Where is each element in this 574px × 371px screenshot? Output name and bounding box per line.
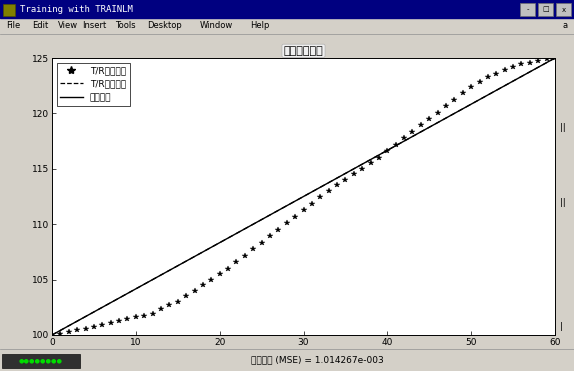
Bar <box>2 354 80 368</box>
Text: File: File <box>6 22 20 30</box>
Text: ●●●●●●●●: ●●●●●●●● <box>19 358 63 364</box>
Text: □: □ <box>542 7 549 13</box>
Text: 均方误差 (MSE) = 1.014267e-003: 均方误差 (MSE) = 1.014267e-003 <box>251 355 383 364</box>
Bar <box>520 3 535 16</box>
Text: x: x <box>561 7 565 13</box>
Text: Help: Help <box>250 22 269 30</box>
Bar <box>0 0 574 18</box>
Text: Tools: Tools <box>115 22 135 30</box>
Bar <box>0 18 574 34</box>
Text: Desktop: Desktop <box>147 22 182 30</box>
Bar <box>0 349 574 371</box>
Text: Training with TRAINLM: Training with TRAINLM <box>20 4 133 13</box>
Title: 神经网络拟合: 神经网络拟合 <box>284 46 323 56</box>
Text: Window: Window <box>200 22 233 30</box>
Text: |: | <box>560 322 563 331</box>
Text: ||: || <box>560 197 566 207</box>
Bar <box>538 3 553 16</box>
Text: Insert: Insert <box>82 22 106 30</box>
Text: View: View <box>58 22 78 30</box>
Bar <box>3 4 15 16</box>
Legend: T/R训练样本, T/R关系曲线, 拟合曲线: T/R训练样本, T/R关系曲线, 拟合曲线 <box>56 63 130 106</box>
Text: ||: || <box>560 123 566 132</box>
Text: a: a <box>563 22 568 30</box>
Bar <box>556 3 571 16</box>
Text: Edit: Edit <box>32 22 48 30</box>
Text: -: - <box>526 7 529 13</box>
